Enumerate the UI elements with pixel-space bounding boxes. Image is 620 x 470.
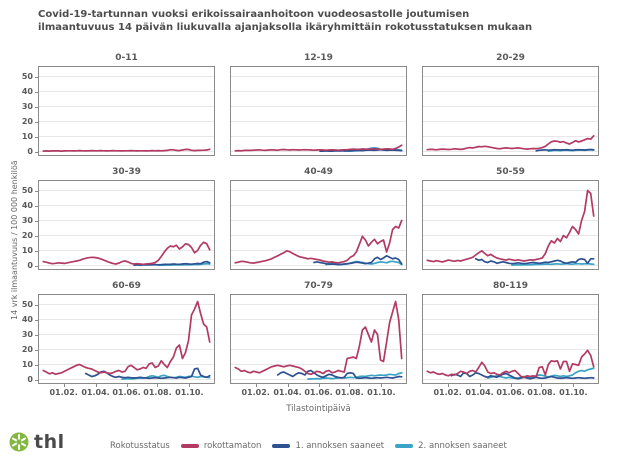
series-annos2: [307, 371, 403, 380]
series-rokottamaton: [426, 134, 595, 151]
y-tick-label: 0: [27, 146, 33, 156]
y-tick-label: 40: [21, 314, 33, 324]
legend-swatch-rokottamaton: [180, 444, 199, 448]
series-rokottamaton: [426, 189, 595, 263]
facet-title-50-59: 50-59: [496, 167, 525, 177]
y-tick-label: 0: [27, 374, 33, 384]
facet-title-20-29: 20-29: [496, 53, 525, 63]
thl-logo: thl: [8, 431, 65, 453]
x-tick-label: 01.04.: [81, 388, 110, 397]
series-annos1: [276, 369, 403, 380]
legend-entry-dose1: 1. annoksen saaneet: [272, 441, 384, 451]
page-title-line1: Covid-19-tartunnan vuoksi erikoissairaan…: [38, 9, 470, 20]
series-annos1: [535, 148, 595, 152]
x-tick-label: 01.08.: [143, 388, 172, 397]
y-tick-label: 50: [21, 185, 33, 195]
legend-swatch-dose1: [272, 444, 291, 448]
legend-label-rokottamaton: rokottamaton: [203, 441, 262, 451]
x-tick-label: 01.04.: [465, 388, 494, 397]
legend-swatch-dose2: [395, 444, 414, 448]
y-axis-label: 14 vrk ilmaantuvuus / 100 000 henkilöä: [10, 160, 19, 320]
series-rokottamaton: [234, 300, 403, 376]
y-tick-label: 20: [21, 230, 33, 240]
y-tick-label: 30: [21, 329, 33, 339]
facet-title-70-79: 70-79: [304, 281, 333, 291]
y-tick-label: 50: [21, 71, 33, 81]
series-annos1: [313, 254, 403, 266]
x-tick-label: 01.10.: [559, 388, 588, 397]
facet-plot-60-69: [38, 294, 215, 384]
legend-label-dose1: 1. annoksen saaneet: [295, 441, 385, 451]
y-tick-label: 30: [21, 215, 33, 225]
x-tick-label: 01.02.: [241, 388, 270, 397]
x-tick-label: 01.08.: [527, 388, 556, 397]
legend-entry-rokottamaton: rokottamaton: [180, 441, 262, 451]
page-title-line2: ilmaantuvuus 14 päivän liukuvalla ajanja…: [38, 22, 533, 33]
facet-title-60-69: 60-69: [112, 281, 141, 291]
facet-plot-0-11: [38, 66, 215, 156]
thl-logo-text: thl: [34, 431, 65, 453]
y-tick-label: 10: [21, 131, 33, 141]
series-rokottamaton: [42, 300, 211, 376]
legend-entry-dose2: 2. annoksen saaneet: [395, 441, 507, 451]
x-tick-label: 01.06.: [112, 388, 141, 397]
facet-plot-20-29: [422, 66, 599, 156]
y-tick-label: 20: [21, 344, 33, 354]
facet-plot-70-79: [230, 294, 407, 384]
y-tick-label: 10: [21, 359, 33, 369]
y-tick-label: 10: [21, 245, 33, 255]
facet-title-80-119: 80-119: [492, 281, 529, 291]
facet-plot-40-49: [230, 180, 407, 270]
x-tick-label: 01.02.: [49, 388, 78, 397]
facet-title-0-11: 0-11: [115, 53, 138, 63]
series-rokottamaton: [42, 148, 211, 152]
series-annos1: [474, 257, 595, 265]
x-tick-label: 01.10.: [367, 388, 396, 397]
facet-plot-80-119: [422, 294, 599, 384]
facet-plot-12-19: [230, 66, 407, 156]
series-rokottamaton: [234, 219, 403, 264]
facet-plot-30-39: [38, 180, 215, 270]
x-tick-label: 01.06.: [496, 388, 525, 397]
y-tick-label: 40: [21, 86, 33, 96]
facet-plot-50-59: [422, 180, 599, 270]
page-title: Covid-19-tartunnan vuoksi erikoissairaan…: [38, 8, 532, 34]
x-tick-label: 01.06.: [304, 388, 333, 397]
series-rokottamaton: [42, 241, 211, 266]
series-annos1: [133, 260, 211, 266]
x-tick-label: 01.08.: [335, 388, 364, 397]
x-tick-label: 01.02.: [433, 388, 462, 397]
facet-title-30-39: 30-39: [112, 167, 141, 177]
series-annos2: [486, 367, 595, 380]
series-rokottamaton: [234, 144, 403, 152]
x-axis-label: Tilastointipäivä: [286, 404, 351, 414]
series-annos2: [511, 262, 595, 266]
x-tick-label: 01.04.: [273, 388, 302, 397]
legend: Rokotusstatus rokottamaton 1. annoksen s…: [110, 441, 507, 451]
y-tick-label: 50: [21, 299, 33, 309]
facet-title-12-19: 12-19: [304, 53, 333, 63]
y-tick-label: 40: [21, 200, 33, 210]
y-tick-label: 0: [27, 260, 33, 270]
y-tick-label: 30: [21, 101, 33, 111]
series-annos1: [319, 148, 403, 153]
y-tick-label: 20: [21, 116, 33, 126]
series-rokottamaton: [426, 349, 595, 379]
x-tick-label: 01.10.: [175, 388, 204, 397]
legend-label-dose2: 2. annoksen saaneet: [418, 441, 507, 451]
facet-title-40-49: 40-49: [304, 167, 333, 177]
thl-logo-icon: [9, 432, 29, 452]
legend-title: Rokotusstatus: [110, 441, 170, 451]
